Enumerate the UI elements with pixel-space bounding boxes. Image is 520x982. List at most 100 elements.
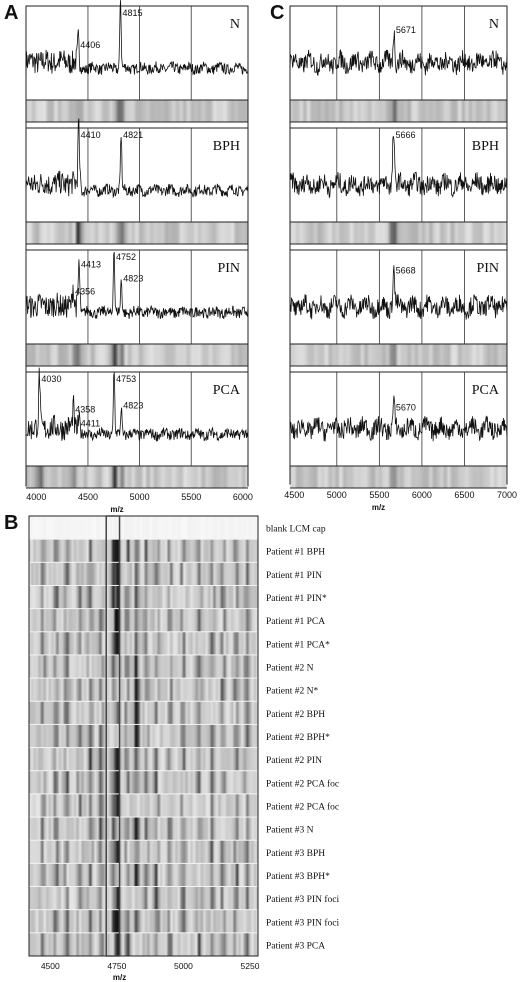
heatmap-row bbox=[29, 771, 258, 794]
row-label: Patient #3 PIN foci bbox=[266, 917, 339, 928]
heatmap-row bbox=[29, 887, 258, 910]
x-tick-label: 4750 bbox=[107, 961, 126, 971]
series-label: BPH bbox=[213, 139, 240, 154]
series-label: PIN bbox=[217, 261, 240, 276]
gel-strip-n bbox=[290, 100, 507, 122]
panel-a-letter: A bbox=[4, 2, 19, 24]
panel-a: N 4406 4815 BPH 4410 4821 PIN 4356 4413 4752 4823 P… bbox=[25, 0, 253, 514]
row-label: Patient #3 PCA bbox=[266, 941, 325, 951]
peak-label: 4815 bbox=[122, 8, 142, 18]
heatmap-row bbox=[29, 724, 258, 748]
x-tick-label: 5000 bbox=[174, 961, 193, 971]
peak-label: 4821 bbox=[123, 130, 143, 140]
row-label: Patient #3 N bbox=[266, 826, 314, 836]
peak-label: 4413 bbox=[81, 259, 101, 269]
heatmap-row bbox=[29, 632, 258, 655]
x-tick-label: 7000 bbox=[497, 490, 517, 500]
peak-label: 4356 bbox=[75, 286, 95, 296]
heatmap-row bbox=[29, 678, 258, 701]
peak-label: 4753 bbox=[116, 374, 136, 384]
x-tick-label: 6000 bbox=[233, 492, 253, 502]
row-label: Patient #1 BPH bbox=[266, 548, 325, 558]
gel-strip-bph bbox=[26, 222, 248, 244]
x-tick-label: 5000 bbox=[130, 492, 150, 502]
row-label: Patient #3 PIN foci bbox=[266, 894, 339, 905]
heatmap-row bbox=[29, 863, 258, 887]
peak-label: 4030 bbox=[41, 374, 61, 384]
x-axis-label: m/z bbox=[372, 503, 385, 512]
gel-strip-pca bbox=[26, 466, 248, 488]
series-label: PIN bbox=[476, 261, 499, 276]
peak-label: 4406 bbox=[80, 40, 100, 50]
x-tick-label: 4000 bbox=[26, 492, 46, 502]
peak-label: 4752 bbox=[116, 252, 136, 262]
series-label: PCA bbox=[213, 383, 241, 398]
gel-strip-pin bbox=[26, 344, 248, 366]
heatmap-row bbox=[29, 748, 258, 771]
peak-label: 5670 bbox=[396, 403, 416, 413]
panel-c-letter: C bbox=[270, 2, 285, 24]
row-label: Patient #2 N* bbox=[266, 687, 318, 697]
row-label: Patient #3 BPH bbox=[266, 849, 325, 859]
row-label: Patient #2 BPH* bbox=[266, 733, 330, 743]
peak-label: 5668 bbox=[396, 265, 416, 275]
x-tick-label: 6500 bbox=[454, 490, 474, 500]
panel-b: blank LCM cap Patient #1 BPH Patient #1 PI… bbox=[28, 515, 339, 982]
heatmap-row bbox=[29, 516, 258, 539]
x-axis-label: m/z bbox=[113, 973, 126, 982]
heatmap-row bbox=[29, 655, 258, 678]
heatmap-row bbox=[29, 562, 258, 585]
spectrum-trace-pca bbox=[25, 367, 249, 442]
row-label: Patient #2 BPH bbox=[266, 710, 325, 720]
x-axis-label: m/z bbox=[110, 505, 123, 514]
gel-strip-pin bbox=[290, 344, 507, 366]
x-tick-label: 5500 bbox=[369, 490, 389, 500]
heatmap-row bbox=[29, 933, 258, 956]
peak-label: 4823 bbox=[123, 401, 143, 411]
x-tick-label: 5000 bbox=[327, 490, 347, 500]
heatmap-row bbox=[29, 910, 258, 933]
gel-strip-n bbox=[26, 100, 248, 122]
series-label: N bbox=[230, 17, 240, 32]
x-tick-label: 4500 bbox=[41, 961, 60, 971]
gel-strip-bph bbox=[290, 222, 507, 244]
heatmap-row bbox=[29, 817, 258, 840]
peak-label: 4823 bbox=[123, 273, 143, 283]
gel-strip-pca bbox=[290, 466, 507, 488]
x-tick-label: 4500 bbox=[78, 492, 98, 502]
x-tick-label: 5250 bbox=[241, 961, 260, 971]
row-label: Patient #2 PIN bbox=[266, 756, 322, 766]
series-label: PCA bbox=[472, 383, 500, 398]
row-label: Patient #2 PCA foc bbox=[266, 778, 339, 789]
spectrum-trace-bph bbox=[289, 136, 508, 199]
peak-label: 4358 bbox=[75, 405, 95, 415]
heatmap-row bbox=[29, 585, 258, 609]
spectrum-trace-pin bbox=[289, 265, 508, 320]
spectrum-trace-n bbox=[289, 30, 508, 77]
row-label: Patient #1 PCA bbox=[266, 617, 325, 627]
heatmap-row bbox=[29, 609, 258, 632]
peak-label: 5666 bbox=[395, 130, 415, 140]
row-label: Patient #1 PIN* bbox=[266, 594, 327, 604]
heatmap-row bbox=[29, 840, 258, 863]
heatmap-row bbox=[29, 701, 258, 724]
x-tick-label: 4500 bbox=[284, 490, 304, 500]
peak-label: 4410 bbox=[81, 130, 101, 140]
x-tick-label: 5500 bbox=[181, 492, 201, 502]
x-tick-label: 6000 bbox=[412, 490, 432, 500]
peak-label: 5671 bbox=[396, 25, 416, 35]
panel-c: N 5671 BPH 5666 PIN 5668 PCA 5670 4500 5000 5500 60… bbox=[284, 5, 517, 512]
spectrum-trace-pin bbox=[25, 251, 249, 320]
plot-frame bbox=[25, 5, 249, 487]
heatmap-row bbox=[29, 794, 258, 817]
spectrum-trace-n bbox=[25, 0, 249, 76]
row-label: Patient #3 BPH* bbox=[266, 872, 330, 882]
row-label: blank LCM cap bbox=[266, 525, 326, 535]
series-label: BPH bbox=[472, 139, 499, 154]
heatmap-row bbox=[29, 539, 258, 562]
highlight-box bbox=[105, 515, 121, 957]
row-label: Patient #1 PIN bbox=[266, 571, 322, 581]
row-label: Patient #1 PCA* bbox=[266, 640, 330, 650]
peak-label: 4411 bbox=[81, 418, 100, 428]
